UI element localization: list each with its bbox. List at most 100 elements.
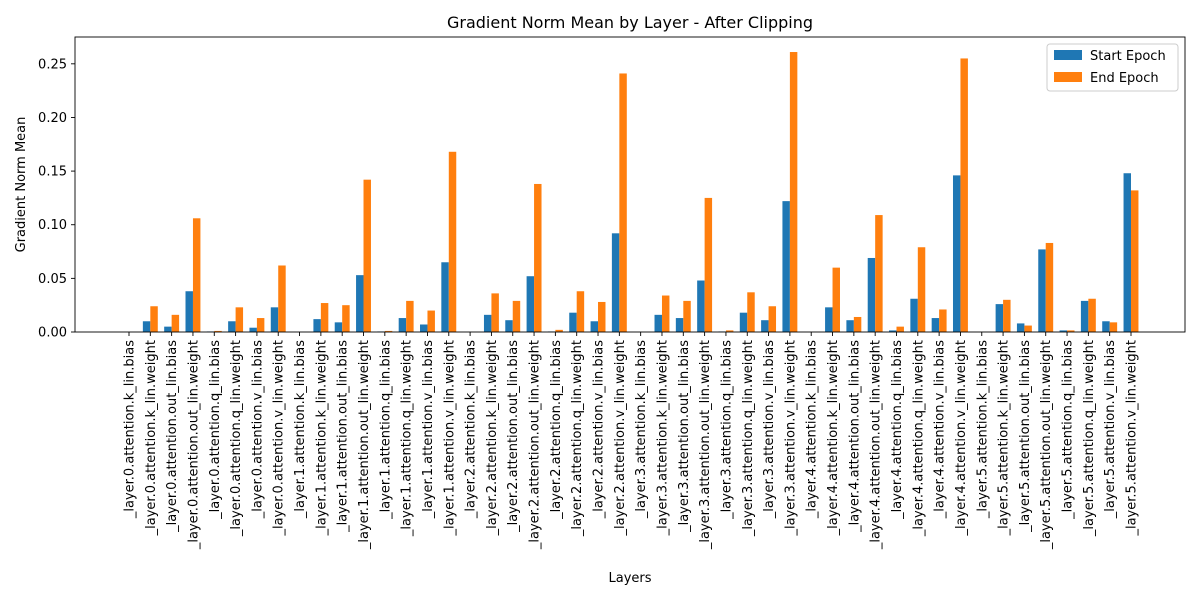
x-tick-label-45: _layer.5.attention.q_lin.weight xyxy=(1082,340,1097,537)
bar-start-epoch-47 xyxy=(1123,173,1131,332)
bar-start-epoch-21 xyxy=(569,312,577,332)
x-tick-label-18: _layer.2.attention.out_lin.bias xyxy=(506,340,521,533)
bar-start-epoch-9 xyxy=(313,319,321,332)
bar-end-epoch-26 xyxy=(683,300,691,332)
bar-start-epoch-39 xyxy=(952,175,961,332)
x-tick-label-8: _layer.1.attention.k_lin.bias xyxy=(293,340,308,519)
x-tick-label-34: _layer.4.attention.out_lin.bias xyxy=(847,340,862,533)
x-tick-label-36: _layer.4.attention.q_lin.bias xyxy=(890,340,905,520)
bar-start-epoch-15 xyxy=(441,262,449,332)
x-tick-label-15: _layer.1.attention.v_lin.weight xyxy=(442,340,457,537)
bar-end-epoch-39 xyxy=(960,58,968,332)
bar-start-epoch-34 xyxy=(846,320,854,332)
x-tick-label-32: _layer.4.attention.k_lin.bias xyxy=(805,340,820,519)
legend-label-end-epoch: End Epoch xyxy=(1090,71,1159,86)
bar-start-epoch-6 xyxy=(249,327,257,332)
bar-start-epoch-29 xyxy=(739,312,748,332)
bar-end-epoch-31 xyxy=(789,52,798,333)
x-tick-label-7: _layer.0.attention.v_lin.weight xyxy=(272,340,287,537)
bar-end-epoch-47 xyxy=(1131,190,1139,332)
bar-start-epoch-5 xyxy=(228,321,236,332)
x-tick-label-35: _layer.4.attention.out_lin.weight xyxy=(869,340,884,550)
x-tick-label-37: _layer.4.attention.q_lin.weight xyxy=(911,340,926,537)
bar-start-epoch-36 xyxy=(889,330,897,332)
bar-start-epoch-19 xyxy=(526,276,535,332)
x-tick-label-28: _layer.3.attention.q_lin.bias xyxy=(719,340,734,520)
bar-end-epoch-13 xyxy=(406,300,414,332)
x-tick-label-20: _layer.2.attention.q_lin.bias xyxy=(549,340,564,520)
bar-start-epoch-14 xyxy=(420,324,428,332)
bar-start-epoch-22 xyxy=(590,321,599,332)
x-tick-label-10: _layer.1.attention.out_lin.bias xyxy=(336,340,351,533)
bar-end-epoch-18 xyxy=(512,300,521,332)
bar-end-epoch-38 xyxy=(939,309,947,332)
x-tick-label-12: _layer.1.attention.q_lin.bias xyxy=(378,340,393,520)
x-tick-label-43: _layer.5.attention.out_lin.weight xyxy=(1039,340,1054,550)
x-tick-label-2: _layer.0.attention.out_lin.bias xyxy=(165,340,180,533)
bar-end-epoch-17 xyxy=(491,293,499,332)
bar-start-epoch-7 xyxy=(270,307,279,332)
bar-end-epoch-2 xyxy=(171,314,180,332)
x-tick-label-16: _layer.2.attention.k_lin.bias xyxy=(464,340,479,519)
y-axis-label: Gradient Norm Mean xyxy=(14,117,29,253)
x-tick-label-13: _layer.1.attention.q_lin.weight xyxy=(400,340,415,537)
x-tick-label-31: _layer.3.attention.v_lin.weight xyxy=(783,340,798,537)
bar-end-epoch-11 xyxy=(363,179,371,332)
bar-start-epoch-41 xyxy=(995,304,1004,332)
x-tick-label-5: _layer.0.attention.q_lin.weight xyxy=(229,340,244,537)
bar-end-epoch-7 xyxy=(278,265,286,332)
bar-end-epoch-1 xyxy=(150,306,158,332)
bar-end-epoch-20 xyxy=(555,329,563,332)
bar-start-epoch-38 xyxy=(931,318,940,332)
x-tick-label-14: _layer.1.attention.v_lin.bias xyxy=(421,340,436,520)
bar-end-epoch-15 xyxy=(448,151,457,332)
bar-end-epoch-5 xyxy=(235,307,244,332)
x-tick-label-22: _layer.2.attention.v_lin.bias xyxy=(592,340,607,520)
y-tick-label-1: 0.05 xyxy=(38,272,67,287)
x-tick-label-42: _layer.5.attention.out_lin.bias xyxy=(1018,340,1033,533)
bar-end-epoch-14 xyxy=(427,310,435,332)
bar-end-epoch-3 xyxy=(192,218,201,332)
bar-end-epoch-44 xyxy=(1067,330,1075,332)
x-tick-label-29: _layer.3.attention.q_lin.weight xyxy=(741,340,756,537)
bar-end-epoch-43 xyxy=(1045,242,1054,332)
bar-end-epoch-46 xyxy=(1109,322,1118,332)
bar-end-epoch-4 xyxy=(214,330,222,332)
bar-end-epoch-41 xyxy=(1003,299,1011,332)
x-tick-label-27: _layer.3.attention.out_lin.weight xyxy=(698,340,713,550)
bar-end-epoch-37 xyxy=(917,247,926,332)
x-tick-label-44: _layer.5.attention.q_lin.bias xyxy=(1061,340,1076,520)
bar-start-epoch-45 xyxy=(1080,300,1089,332)
bar-start-epoch-1 xyxy=(142,321,151,332)
bar-start-epoch-43 xyxy=(1038,249,1046,332)
bar-start-epoch-27 xyxy=(697,280,705,332)
bar-start-epoch-26 xyxy=(675,318,684,332)
x-tick-label-9: _layer.1.attention.k_lin.weight xyxy=(314,340,329,536)
bar-end-epoch-33 xyxy=(832,267,840,332)
x-tick-label-41: _layer.5.attention.k_lin.weight xyxy=(997,340,1012,536)
bar-start-epoch-3 xyxy=(185,291,193,332)
bar-start-epoch-46 xyxy=(1102,321,1110,332)
x-tick-label-6: _layer.0.attention.v_lin.bias xyxy=(250,340,265,520)
bar-start-epoch-30 xyxy=(761,320,769,332)
bar-start-epoch-31 xyxy=(782,201,790,332)
y-tick-label-4: 0.20 xyxy=(38,111,67,126)
bar-start-epoch-44 xyxy=(1059,330,1068,332)
bar-end-epoch-35 xyxy=(875,215,883,332)
bar-start-epoch-25 xyxy=(654,314,662,332)
x-tick-label-1: _layer.0.attention.k_lin.weight xyxy=(144,340,159,536)
chart-title: Gradient Norm Mean by Layer - After Clip… xyxy=(447,13,813,32)
y-tick-label-0: 0.00 xyxy=(38,326,67,341)
bar-end-epoch-21 xyxy=(576,291,585,332)
bars-group xyxy=(142,52,1139,333)
bar-end-epoch-36 xyxy=(896,326,904,332)
bar-end-epoch-45 xyxy=(1088,298,1096,332)
bar-start-epoch-18 xyxy=(505,320,513,332)
y-tick-label-2: 0.10 xyxy=(38,218,67,233)
bar-start-epoch-37 xyxy=(910,298,918,332)
legend-swatch-start-epoch xyxy=(1054,50,1082,60)
x-tick-label-30: _layer.3.attention.v_lin.bias xyxy=(762,340,777,520)
x-tick-label-33: _layer.4.attention.k_lin.weight xyxy=(826,340,841,536)
bar-end-epoch-30 xyxy=(768,306,777,332)
